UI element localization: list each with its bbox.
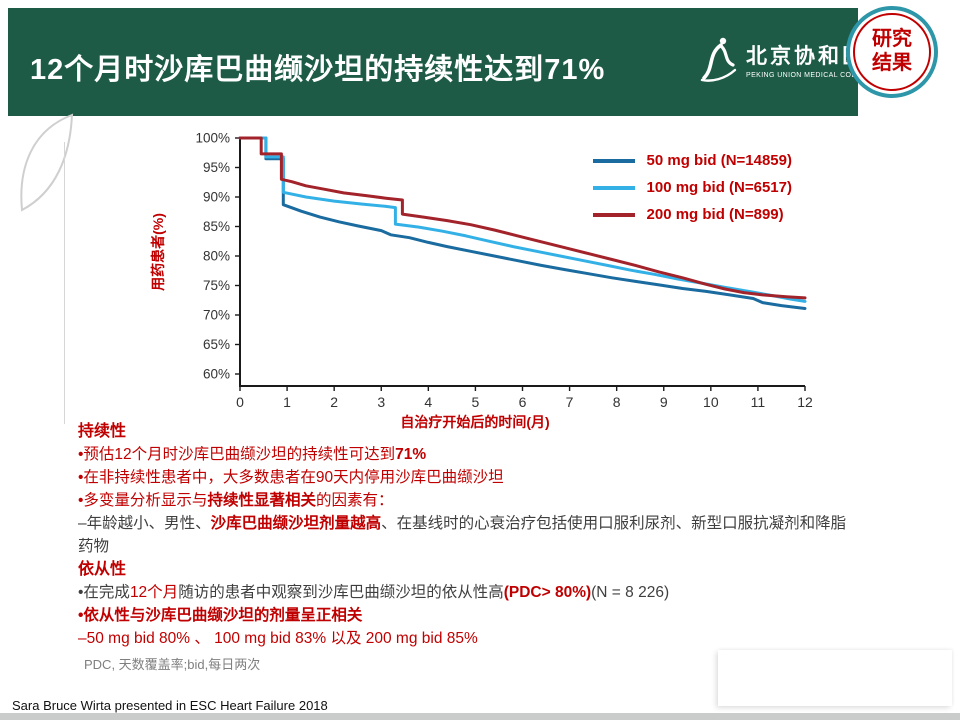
text-segment: PDC, 天数覆盖率;bid,每日两次 [84,657,261,672]
footer-citation: Sara Bruce Wirta presented in ESC Heart … [12,698,328,713]
result-badge: 研究 结果 [846,6,938,98]
svg-text:10: 10 [703,394,719,410]
svg-text:60%: 60% [203,367,230,382]
text-line-note: PDC, 天数覆盖率;bid,每日两次 [78,653,902,676]
legend-item: 200 mg bid (N=899) [592,206,792,223]
text-segment: 12个月 [129,584,179,601]
svg-text:5: 5 [472,394,480,410]
text-line-bullet: •在完成12个月随访的患者中观察到沙库巴曲缬沙坦的依从性高(PDC> 80%)(… [78,581,902,604]
header-banner: 12个月时沙库巴曲缬沙坦的持续性达到71% 北京协和医院 PEKING UNIO… [8,8,887,116]
text-segment: 持续性 [78,423,127,440]
chart-legend: 50 mg bid (N=14859) 100 mg bid (N=6517) 20… [592,152,792,223]
legend-line-swatch [592,212,635,217]
text-segment: •在完成 [78,584,130,601]
svg-text:95%: 95% [203,160,230,175]
x-axis-label: 自治疗开始后的时间(月) [400,414,550,430]
text-segment: –50 mg bid 80% 、 100 mg bid 83% 以及 200 m… [78,630,478,647]
svg-text:8: 8 [613,394,621,410]
text-line-dash: –年龄越小、男性、沙库巴曲缬沙坦剂量越高、在基线时的心衰治疗包括使用口服利尿剂、… [78,512,902,535]
text-line-dash: –50 mg bid 80% 、 100 mg bid 83% 以及 200 m… [78,627,902,650]
text-line-heading: 依从性 [78,558,902,581]
text-line-heading: 持续性 [78,420,902,443]
svg-text:85%: 85% [203,219,230,234]
text-segment: (N = 8 226) [591,584,670,601]
legend-line-swatch [592,185,635,190]
text-segment: (PDC> 80%) [503,584,592,601]
svg-text:65%: 65% [203,337,230,352]
leaf-decoration-icon [20,113,74,212]
bottom-edge-strip [0,713,960,720]
text-segment: 71% [395,446,427,463]
text-segment: 沙库巴曲缬沙坦剂量越高 [210,515,382,532]
text-segment: 、在基线时的心衰治疗包括使用口服利尿剂、新型口服抗凝剂和降脂 [381,515,847,532]
text-segment: 依从性 [78,561,127,578]
svg-text:9: 9 [660,394,668,410]
legend-label: 50 mg bid (N=14859) [646,152,792,169]
legend-label: 200 mg bid (N=899) [646,206,784,223]
legend-line-swatch [592,158,635,163]
chart-plot: 100%95%90%85%80%75%70%65%60%0 1 2 3 4 5 6 7 8 9 10… [195,131,813,411]
legend-item: 100 mg bid (N=6517) [592,179,792,196]
badge-text-line2: 结果 [872,52,912,74]
legend-label: 100 mg bid (N=6517) [646,179,792,196]
hospital-logo-icon [700,37,737,82]
text-line-bullet: •预估12个月时沙库巴曲缬沙坦的持续性可达到71% [78,443,902,466]
svg-text:90%: 90% [203,190,230,205]
svg-text:2: 2 [330,394,338,410]
svg-text:3: 3 [377,394,385,410]
text-segment: 的因素有： [315,492,394,509]
blank-box [718,650,952,706]
text-segment: 药物 [78,538,110,555]
svg-text:4: 4 [424,394,432,410]
stem-decoration [64,142,65,424]
svg-text:1: 1 [283,394,291,410]
svg-text:70%: 70% [203,308,230,323]
text-line-plain: 药物 [78,535,902,558]
svg-text:75%: 75% [203,278,230,293]
y-axis-label: 用药患者(%) [150,213,166,291]
svg-text:80%: 80% [203,249,230,264]
text-line-bullet: •依从性与沙库巴曲缬沙坦的剂量呈正相关 [78,604,902,627]
text-segment: •预估12个月时沙库巴曲缬沙坦的持续性可达到 [78,446,396,463]
text-content: 持续性 •预估12个月时沙库巴曲缬沙坦的持续性可达到71% •在非持续性患者中，大多… [78,420,902,676]
badge-text-line1: 研究 [872,28,912,51]
text-segment: 随访的患者中观察到沙库巴曲缬沙坦的依从性高 [178,584,504,601]
logo-en-text: PEKING UNION MEDICAL COLLEGE [746,71,876,79]
text-segment: •多变量分析显示与 [78,492,208,509]
svg-text:0: 0 [236,394,244,410]
persistence-chart: 用药患者(%) 100% 95% 90% 85% 80% 75% 70% 65% 60% 0 1 2 3… [130,130,820,440]
svg-text:100%: 100% [195,131,230,146]
text-segment: –年龄越小、男性、 [78,515,211,532]
legend-item: 50 mg bid (N=14859) [592,152,792,169]
text-segment: •在非持续性患者中，大多数患者在90天内停用沙库巴曲缬沙坦 [78,469,504,486]
text-line-bullet: •在非持续性患者中，大多数患者在90天内停用沙库巴曲缬沙坦 [78,466,902,489]
svg-text:11: 11 [751,394,766,410]
text-segment: 持续性显著相关 [207,492,316,509]
slide-title: 12个月时沙库巴曲缬沙坦的持续性达到71% [30,54,606,86]
text-segment: •依从性与沙库巴曲缬沙坦的剂量呈正相关 [78,607,363,624]
svg-text:6: 6 [519,394,527,410]
svg-text:7: 7 [566,394,574,410]
svg-text:12: 12 [797,394,813,410]
text-line-bullet: •多变量分析显示与持续性显著相关的因素有： [78,489,902,512]
